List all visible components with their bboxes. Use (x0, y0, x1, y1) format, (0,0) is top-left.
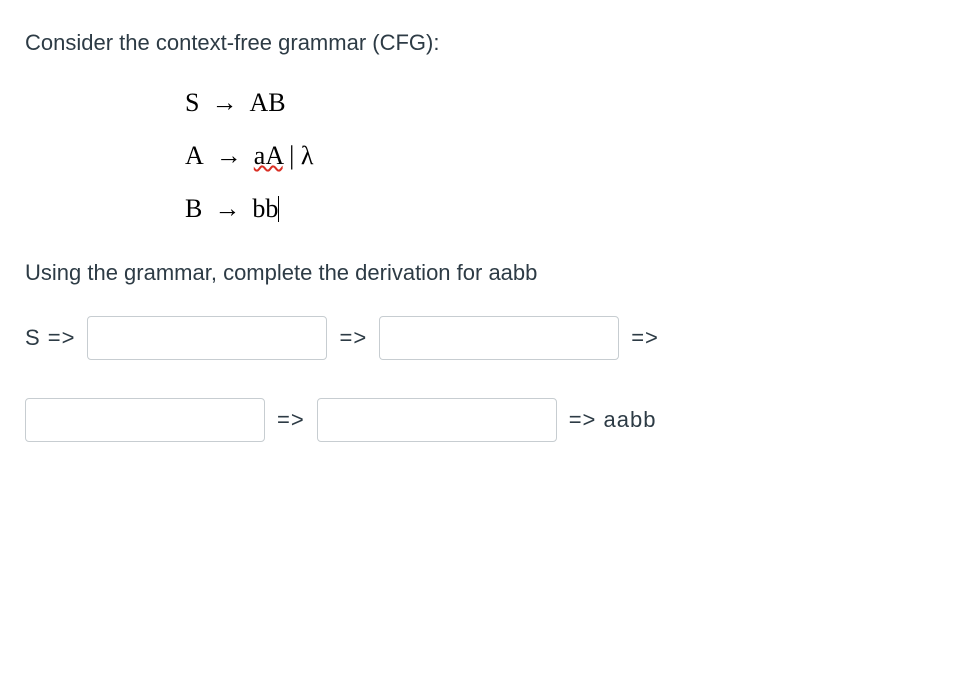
grammar-rule: B → bb (185, 186, 943, 233)
grammar-rhs-tail: | λ (283, 141, 314, 170)
grammar-rhs: aA | λ (254, 133, 314, 180)
grammar-rhs: bb (252, 196, 279, 222)
derivation-sep: => (339, 325, 367, 351)
question-instruction: Using the grammar, complete the derivati… (25, 260, 943, 286)
derivation-sep: => (631, 325, 659, 351)
blank-input-1[interactable] (87, 316, 327, 360)
blank-input-2[interactable] (379, 316, 619, 360)
grammar-rhs: AB (249, 80, 285, 127)
derivation-final: => aabb (569, 407, 657, 433)
grammar-lhs: A (185, 133, 204, 180)
grammar-block: S → AB A → aA | λ B → bb (185, 80, 943, 232)
derivation-area: S => => => => => aabb (25, 316, 943, 442)
arrow-icon: → (210, 133, 248, 180)
grammar-lhs: B (185, 186, 202, 233)
derivation-sep: => (277, 407, 305, 433)
blank-input-4[interactable] (317, 398, 557, 442)
row-break (25, 374, 943, 384)
blank-input-3[interactable] (25, 398, 265, 442)
grammar-lhs: S (185, 80, 199, 127)
arrow-icon: → (208, 186, 246, 233)
grammar-rule: S → AB (185, 80, 943, 127)
derivation-start: S => (25, 325, 75, 351)
grammar-rhs-squiggle: aA (254, 141, 283, 170)
question-intro: Consider the context-free grammar (CFG): (25, 30, 943, 56)
arrow-icon: → (205, 80, 243, 127)
grammar-rule: A → aA | λ (185, 133, 943, 180)
